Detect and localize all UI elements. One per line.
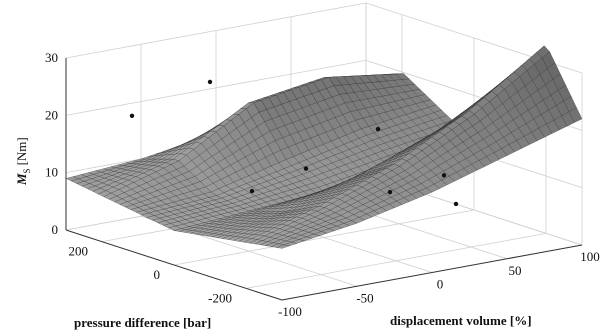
measured-point [387,189,393,195]
x-tick-label: 50 [509,263,522,278]
y-tick-label: -200 [208,290,232,305]
measured-point [249,188,255,194]
z-axis-label-sub: S [22,168,32,173]
measured-point [129,113,135,118]
tick-layer: -100 -50 0 50 100 -200 0 200 0 10 20 30 [45,50,600,319]
x-tick-label: 0 [437,277,444,292]
back-wall-gridline [65,2,367,59]
z-tick-label: 20 [45,107,58,122]
back-wall-gridline [65,59,367,116]
x-tick-label: -50 [356,290,373,305]
measured-point [441,173,447,178]
z-axis-label-unit: [Nm] [14,137,29,165]
measured-point [303,166,309,171]
x-tick-label: 100 [580,249,600,264]
measured-point [207,79,213,85]
floor-gridline [173,209,475,266]
z-axis-label: MS [Nm] [14,137,32,186]
z-tick-label: 0 [52,222,59,237]
y-tick-label: 0 [154,267,161,282]
floor-gridline [245,232,547,289]
x-axis-label: displacement volume [%] [390,313,532,328]
z-tick-label: 30 [45,50,58,65]
measured-point [375,126,381,132]
measured-points-layer [129,79,459,207]
x-tick-label: -100 [278,304,302,319]
measured-point [453,201,459,207]
y-axis-label: pressure difference [bar] [74,315,211,330]
y-tick-label: 200 [69,244,89,259]
x-axis-line [281,244,583,301]
surface-layer [65,45,583,249]
surface-patch [568,107,583,123]
y-axis-line [65,229,283,301]
z-axis-label-main: M [14,173,29,186]
z-tick-label: 10 [45,165,58,180]
